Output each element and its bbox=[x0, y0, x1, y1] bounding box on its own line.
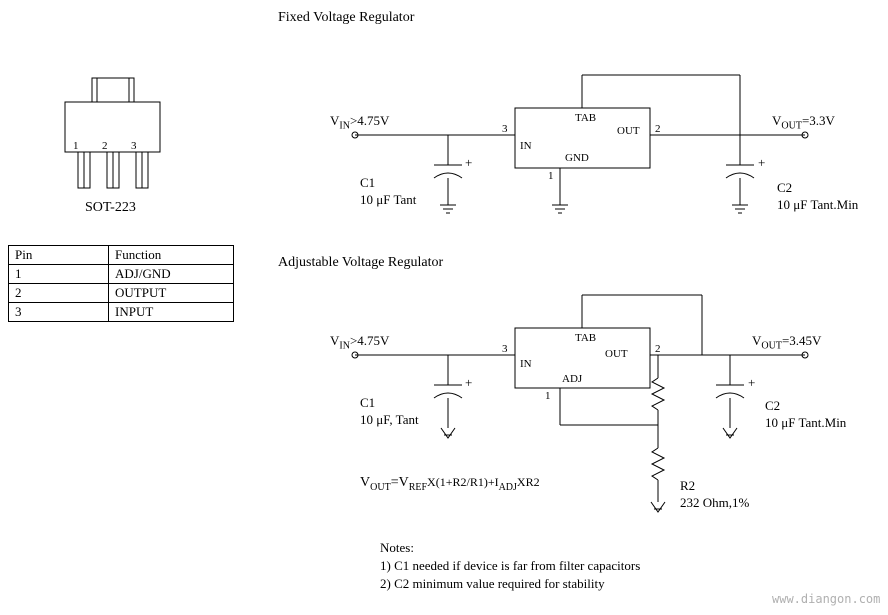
adj-c2-plus: + bbox=[748, 375, 755, 391]
pkg-pin-2: 2 bbox=[102, 140, 108, 152]
watermark: www.diangon.com bbox=[772, 592, 880, 606]
pkg-pin-1: 1 bbox=[73, 140, 79, 152]
adj-c1-plus: + bbox=[465, 375, 472, 391]
fixed-c1-plus: + bbox=[465, 155, 472, 171]
pin-table-r1c0: 2 bbox=[9, 284, 109, 303]
fixed-ic-gnd: GND bbox=[565, 152, 589, 164]
fixed-circuit-svg bbox=[352, 75, 808, 213]
fixed-ic-tab: TAB bbox=[575, 112, 596, 124]
adj-c1-val: 10 μF, Tant bbox=[360, 412, 419, 428]
adj-r2-ref: R2 bbox=[680, 478, 695, 494]
fixed-pin2: 2 bbox=[655, 123, 661, 135]
pin-table-r0c0: 1 bbox=[9, 265, 109, 284]
adj-c2-ref: C2 bbox=[765, 398, 780, 414]
pin-table-header-pin: Pin bbox=[9, 246, 109, 265]
pin-table-header-func: Function bbox=[109, 246, 234, 265]
pin-table-r1c1: OUTPUT bbox=[109, 284, 234, 303]
pin-table-r2c0: 3 bbox=[9, 303, 109, 322]
adj-c2-val: 10 μF Tant.Min bbox=[765, 415, 846, 431]
pin-table-r0c1: ADJ/GND bbox=[109, 265, 234, 284]
adj-c1-ref: C1 bbox=[360, 395, 375, 411]
fixed-c2-plus: + bbox=[758, 155, 765, 171]
fixed-pin3: 3 bbox=[502, 123, 508, 135]
adj-pin3: 3 bbox=[502, 343, 508, 355]
vout-formula: VOUT=VREFX(1+R2/R1)+IADJXR2 bbox=[360, 475, 540, 493]
notes-1: 1) C1 needed if device is far from filte… bbox=[380, 558, 640, 574]
fixed-ic-out: OUT bbox=[617, 125, 640, 137]
fixed-c2-ref: C2 bbox=[777, 180, 792, 196]
fixed-ic-in: IN bbox=[520, 140, 532, 152]
adj-vout-label: VOUT=3.45V bbox=[752, 333, 821, 352]
pin-function-table: Pin Function 1 ADJ/GND 2 OUTPUT 3 INPUT bbox=[8, 245, 234, 322]
adj-pin2: 2 bbox=[655, 343, 661, 355]
fixed-c1-val: 10 μF Tant bbox=[360, 192, 416, 208]
notes-2: 2) C2 minimum value required for stabili… bbox=[380, 576, 605, 592]
fixed-pin1: 1 bbox=[548, 170, 554, 182]
pin-table-r2c1: INPUT bbox=[109, 303, 234, 322]
adj-ic-tab: TAB bbox=[575, 332, 596, 344]
pin-table-container: Pin Function 1 ADJ/GND 2 OUTPUT 3 INPUT bbox=[8, 245, 234, 322]
adj-vin-label: VIN>4.75V bbox=[330, 333, 389, 352]
notes-title: Notes: bbox=[380, 540, 414, 556]
fixed-vin-label: VIN>4.75V bbox=[330, 113, 389, 132]
adj-pin1: 1 bbox=[545, 390, 551, 402]
fixed-vout-label: VOUT=3.3V bbox=[772, 113, 835, 132]
sot223-package bbox=[65, 78, 160, 188]
adj-ic-in: IN bbox=[520, 358, 532, 370]
fixed-c2-val: 10 μF Tant.Min bbox=[777, 197, 858, 213]
package-name: SOT-223 bbox=[85, 200, 136, 216]
adj-ic-adj: ADJ bbox=[562, 373, 582, 385]
adj-r2-val: 232 Ohm,1% bbox=[680, 495, 749, 511]
adj-ic-out: OUT bbox=[605, 348, 628, 360]
fixed-c1-ref: C1 bbox=[360, 175, 375, 191]
pkg-pin-3: 3 bbox=[131, 140, 137, 152]
